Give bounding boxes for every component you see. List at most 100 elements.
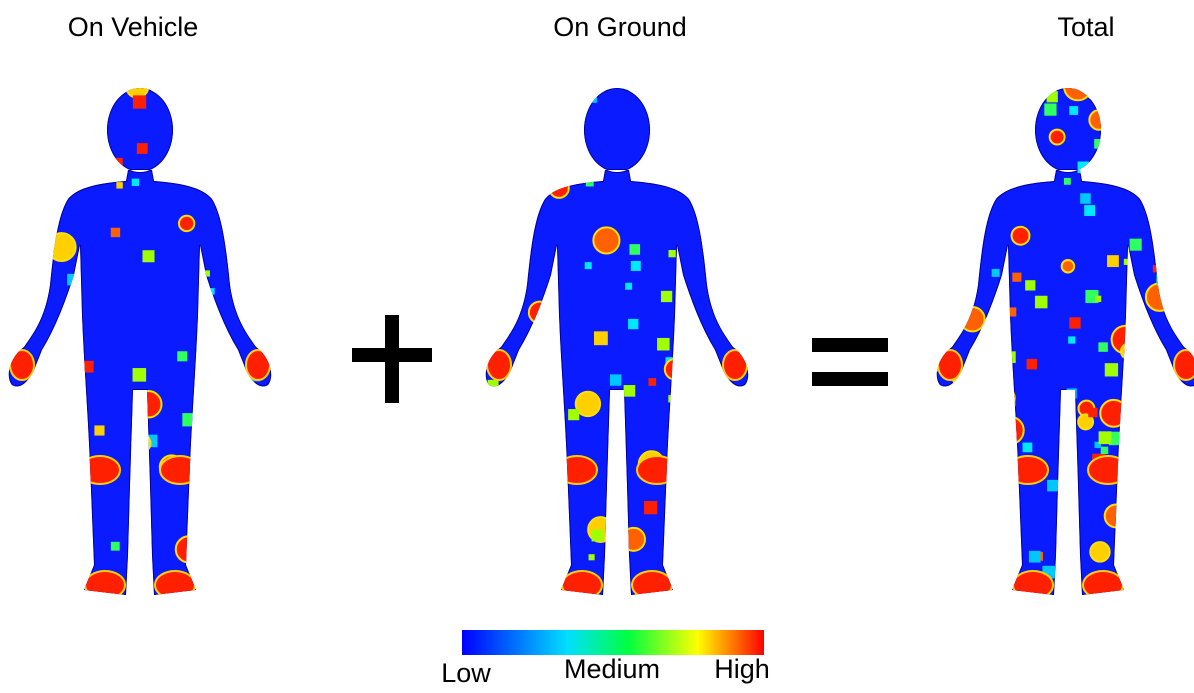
- hotspot: [1007, 455, 1049, 485]
- hotspot: [1012, 272, 1022, 282]
- hotspot: [937, 479, 951, 492]
- hotspot: [717, 525, 729, 538]
- hotspot: [948, 207, 958, 217]
- hotspot: [177, 214, 196, 233]
- hotspot: [1098, 431, 1112, 445]
- hotspot: [584, 262, 592, 270]
- hotspot: [1022, 442, 1033, 453]
- hotspot: [485, 88, 492, 92]
- hotspot: [8, 555, 19, 573]
- hotspot: [1044, 103, 1057, 116]
- hotspot: [1004, 342, 1012, 350]
- hotspot: [625, 282, 633, 290]
- hotspot: [561, 570, 603, 595]
- hotspot: [957, 503, 987, 533]
- hotspot: [194, 548, 202, 556]
- hotspot: [588, 554, 595, 561]
- hotspot: [1034, 295, 1048, 309]
- plus-sign: [352, 315, 432, 403]
- hotspot: [944, 428, 953, 437]
- hotspot: [1154, 426, 1168, 440]
- hotspot: [1171, 91, 1194, 119]
- hotspot: [658, 141, 671, 154]
- hotspot: [995, 415, 1025, 446]
- colorbar: [462, 630, 764, 655]
- hotspot: [1026, 358, 1038, 370]
- hotspot: [31, 550, 60, 579]
- hotspot: [203, 270, 210, 277]
- hotspot: [689, 512, 698, 520]
- hotspot: [1103, 503, 1129, 529]
- hotspot: [1046, 91, 1058, 103]
- hotspot: [489, 96, 514, 121]
- hotspot: [636, 455, 678, 485]
- hotspot: [61, 496, 79, 514]
- body-heatmap: [8, 88, 272, 595]
- hotspot: [1110, 324, 1140, 355]
- hotspot: [1003, 156, 1016, 169]
- hotspot: [979, 90, 1002, 113]
- colorbar-label: Low: [441, 658, 491, 688]
- hotspot: [546, 397, 560, 412]
- hotspot: [585, 178, 594, 187]
- hotspot: [1144, 117, 1169, 142]
- hotspot: [677, 349, 688, 360]
- hotspot: [131, 433, 152, 454]
- hotspot: [231, 556, 243, 569]
- hotspot: [1187, 416, 1194, 428]
- hotspot: [982, 407, 1001, 426]
- hotspot: [132, 368, 147, 382]
- hotspot: [1012, 570, 1054, 595]
- hotspot: [485, 124, 511, 153]
- hotspot: [94, 425, 105, 436]
- hotspot: [1006, 433, 1013, 440]
- hotspot: [8, 538, 31, 568]
- hotspot: [1010, 225, 1031, 246]
- hotspot: [670, 388, 686, 404]
- hotspot: [708, 500, 734, 525]
- hotspot: [487, 379, 499, 391]
- hotspot: [1116, 515, 1124, 522]
- hotspot: [1173, 349, 1194, 381]
- hotspot: [503, 397, 531, 425]
- hotspot: [1170, 154, 1194, 182]
- hotspot: [1148, 114, 1162, 128]
- hotspot: [1069, 106, 1079, 115]
- hotspot: [1084, 88, 1111, 102]
- hotspot: [1123, 511, 1136, 524]
- body-silhouette: [485, 88, 749, 595]
- body-silhouette: [8, 88, 272, 595]
- hotspot: [1087, 455, 1129, 485]
- hotspot: [84, 570, 126, 595]
- hotspot: [623, 385, 636, 397]
- hotspot: [1068, 336, 1076, 344]
- hotspot: [499, 121, 509, 131]
- hotspot: [1063, 88, 1093, 102]
- hotspot: [996, 427, 1005, 436]
- hotspot: [239, 272, 253, 285]
- hotspot: [709, 377, 728, 396]
- hotspot: [527, 300, 552, 325]
- hotspot: [591, 529, 604, 542]
- body-silhouette: [936, 88, 1194, 595]
- hotspot: [628, 318, 639, 330]
- hotspot: [546, 446, 555, 455]
- hotspot: [547, 526, 557, 536]
- hotspot: [740, 187, 749, 197]
- hotspot: [996, 451, 1008, 464]
- hotspot: [1162, 459, 1172, 469]
- hotspot: [936, 462, 942, 470]
- colorbar-label: High: [714, 654, 770, 684]
- hotspot: [668, 249, 676, 258]
- hotspot: [1155, 498, 1182, 524]
- hotspot: [1028, 550, 1041, 563]
- hotspot: [958, 167, 971, 181]
- hotspot: [508, 555, 520, 567]
- hotspot: [486, 349, 512, 381]
- hotspot: [46, 232, 77, 263]
- hotspot: [263, 576, 272, 586]
- hotspot: [1063, 177, 1071, 185]
- hotspot: [954, 228, 967, 241]
- hotspot: [1048, 128, 1066, 146]
- hotspot: [1128, 419, 1135, 426]
